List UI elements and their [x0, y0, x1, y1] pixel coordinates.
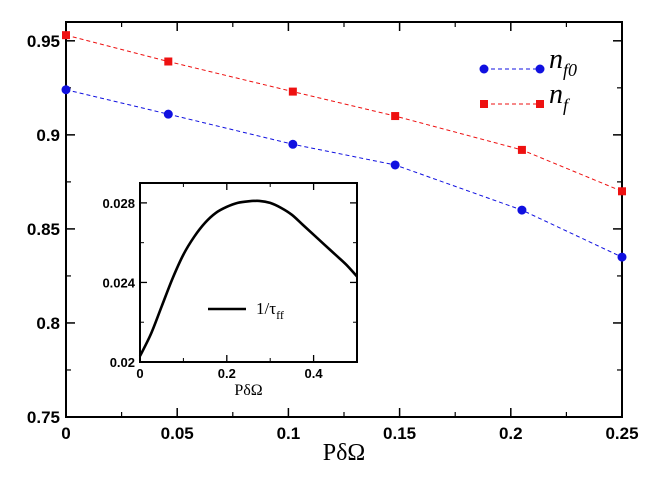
data-point-n_f0: [163, 109, 173, 119]
inset-plot-frame: [139, 182, 358, 363]
inset-x-axis-label: PδΩ: [234, 382, 262, 399]
main-x-tick-label: 0.15: [383, 424, 416, 443]
main-x-tick-label: 0.2: [499, 424, 523, 443]
inset-x-tick-label: 0.4: [305, 366, 324, 381]
main-x-tick-label: 0.1: [277, 424, 301, 443]
inset-y-tick-label: 0.028: [102, 196, 135, 211]
data-point-n_f: [164, 57, 173, 66]
main-x-tick-label: 0.25: [605, 424, 638, 443]
main-x-axis-label: PδΩ: [323, 440, 366, 466]
data-point-n_f: [517, 145, 526, 154]
legend-label-n_f0-sub: f0: [563, 60, 577, 80]
inset-y-tick-label: 0.02: [110, 355, 135, 370]
inset-x-tick-label: 0.2: [218, 366, 236, 381]
data-point-n_f0: [288, 139, 298, 149]
legend-marker-n_f: [480, 100, 488, 108]
inset-legend-label: 1/τff: [256, 299, 284, 322]
data-point-n_f0: [390, 160, 400, 170]
inset-legend-label-sub: ff: [276, 308, 284, 322]
legend-label-n_f0-main: n: [549, 44, 563, 75]
main-x-tick-label: 0.05: [161, 424, 194, 443]
legend-marker-n_f: [536, 100, 544, 108]
legend-label-n_f-main: n: [549, 79, 563, 110]
inset-legend-label-main: 1/τ: [256, 299, 276, 318]
inset-x-tick-label: 0: [136, 366, 143, 381]
data-point-n_f: [62, 31, 70, 40]
data-point-n_f: [618, 187, 626, 196]
legend-label-n_f: nf: [549, 79, 571, 115]
legend-label-n_f0: nf0: [549, 44, 577, 80]
data-point-n_f0: [617, 252, 627, 262]
inset-series-line-1/τff: [138, 199, 358, 357]
data-point-n_f0: [517, 205, 527, 215]
main-y-tick-label: 0.95: [27, 32, 60, 51]
data-point-n_f: [288, 87, 297, 96]
main-x-tick-label: 0: [61, 424, 70, 443]
main-y-tick-label: 0.85: [27, 220, 60, 239]
data-point-n_f: [391, 112, 400, 121]
legend-marker-n_f0: [479, 64, 489, 74]
legend-label-n_f-sub: f: [563, 95, 571, 115]
series-line-n_f: [65, 34, 623, 192]
inset-y-tick-label: 0.024: [102, 275, 135, 290]
main-y-tick-label: 0.9: [36, 126, 60, 145]
main-y-tick-label: 0.8: [36, 314, 60, 333]
main-y-tick-label: 0.75: [27, 408, 60, 427]
data-point-n_f0: [61, 85, 71, 95]
series-line-n_f0: [65, 89, 623, 258]
legend-marker-n_f0: [535, 64, 545, 74]
